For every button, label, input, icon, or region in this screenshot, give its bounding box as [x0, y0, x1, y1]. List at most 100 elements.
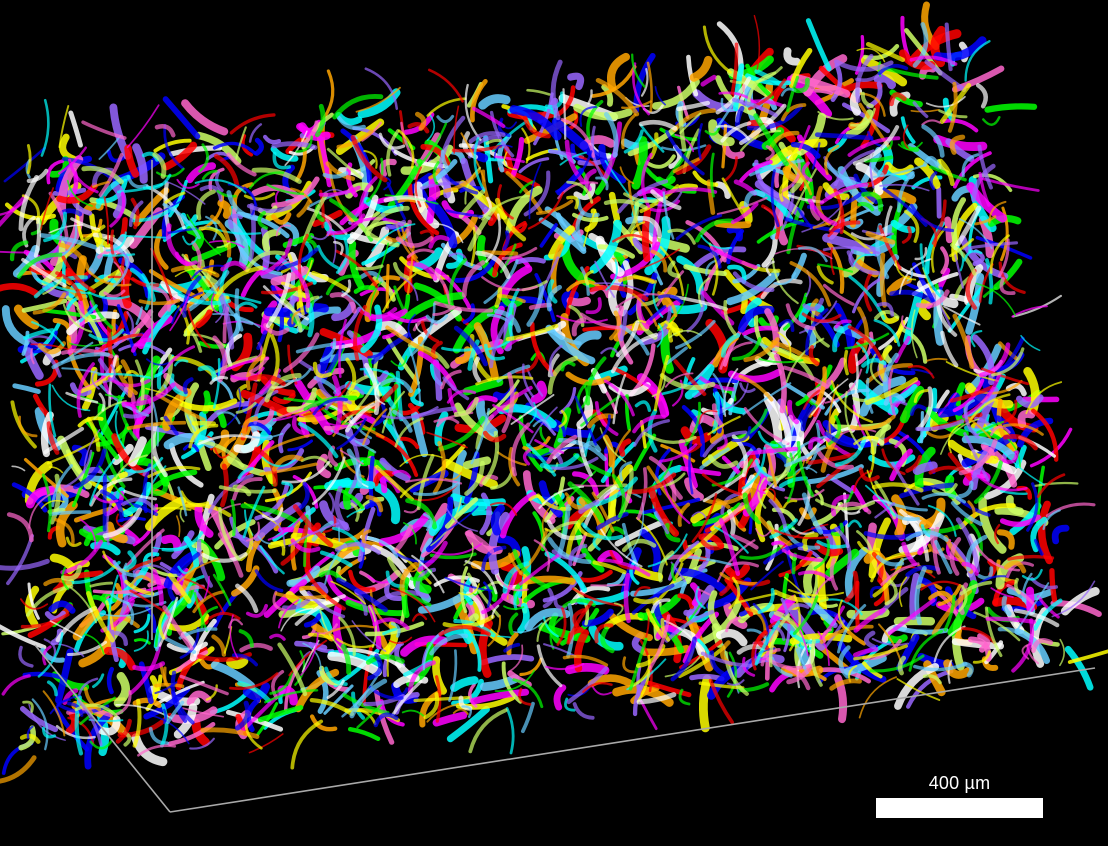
vessel-segment	[808, 436, 824, 450]
vessel-segment	[982, 116, 1001, 126]
vessel-segment	[673, 359, 707, 397]
vessel-segment	[296, 199, 312, 218]
vessel-segment	[270, 146, 299, 162]
vessel-segment	[81, 165, 124, 185]
vessel-segment	[405, 498, 438, 530]
vessel-segment	[970, 450, 989, 491]
vessel-segment	[977, 633, 991, 653]
vessel-segment	[115, 689, 132, 716]
vessel-segment	[703, 488, 753, 505]
vessel-segment	[645, 608, 666, 639]
vessel-segment	[243, 192, 276, 201]
vessel-segment	[612, 373, 627, 425]
vessel-segment	[1067, 649, 1108, 664]
vessel-segment	[175, 646, 208, 691]
vessel-segment	[433, 222, 464, 244]
vessel-segment	[415, 122, 448, 171]
vessel-segment	[817, 263, 854, 273]
vessel-segment	[298, 359, 315, 371]
vessel-segment	[984, 606, 1003, 658]
vessel-layer-front	[0, 14, 1096, 784]
vessel-segment	[615, 320, 640, 358]
vessel-segment	[964, 40, 991, 82]
vessel-segment	[974, 215, 997, 226]
vessel-segment	[942, 97, 956, 122]
vessel-segment	[731, 426, 752, 443]
vessel-segment	[138, 298, 181, 306]
vessel-segment	[473, 137, 486, 192]
vessel-segment	[429, 633, 469, 656]
vessel-segment	[664, 651, 704, 678]
vessel-segment	[584, 270, 594, 286]
vessel-segment	[720, 97, 735, 112]
vessel-segment	[163, 123, 185, 170]
vessel-segment	[421, 518, 458, 558]
vessel-segment	[765, 145, 775, 161]
vessel-segment	[521, 701, 535, 734]
vessel-segment	[59, 208, 83, 217]
vessel-segment	[1020, 334, 1041, 352]
vessel-segment	[583, 168, 597, 192]
vessel-segment	[547, 353, 560, 378]
vessel-segment	[722, 383, 749, 411]
vessel-segment	[689, 55, 713, 82]
vessel-segment	[491, 604, 500, 619]
vessel-segment	[594, 260, 616, 298]
vessel-segment	[96, 228, 103, 248]
vessel-segment	[0, 194, 28, 228]
vessel-segment	[349, 678, 388, 719]
vessel-segment	[160, 703, 169, 748]
vessel-segment	[949, 537, 962, 576]
vessel-segment	[924, 59, 967, 92]
vessel-segment	[855, 162, 884, 196]
vessel-segment	[755, 527, 772, 537]
vessel-segment	[213, 265, 264, 301]
vessel-segment	[503, 151, 518, 171]
vessel-segment	[665, 346, 688, 365]
vessel-segment	[854, 353, 859, 395]
vessel-segment	[853, 644, 908, 661]
vessel-segment	[325, 161, 356, 181]
vessel-segment	[197, 365, 217, 382]
vessel-segment	[524, 392, 557, 436]
vessel-segment	[229, 614, 239, 659]
vessel-segment	[631, 583, 675, 615]
vessel-segment	[524, 575, 576, 585]
vessel-segment	[910, 109, 940, 113]
vessel-segment	[353, 285, 376, 294]
vessel-segment	[683, 264, 727, 277]
vessel-segment	[608, 191, 621, 222]
vessel-segment	[200, 605, 219, 629]
vessel-segment	[55, 648, 74, 704]
vessel-segment	[103, 196, 110, 245]
vessel-segment	[481, 568, 518, 615]
vessel-segment	[677, 645, 726, 679]
vessel-segment	[522, 115, 551, 139]
vessel-segment	[216, 189, 237, 198]
vessel-segment	[463, 451, 480, 504]
vessel-segment	[719, 341, 753, 370]
vessel-segment	[521, 363, 535, 398]
vessel-segment	[61, 255, 96, 294]
vessel-segment	[288, 639, 328, 677]
vessel-segment	[446, 389, 477, 404]
vessel-segment	[756, 481, 766, 495]
vessel-segment	[789, 261, 832, 307]
vessel-segment	[998, 261, 1026, 294]
vessel-segment	[896, 678, 941, 701]
vessel-segment	[413, 481, 460, 497]
vessel-segment	[257, 210, 269, 230]
vessel-segment	[698, 533, 725, 549]
vessel-segment	[218, 485, 277, 494]
vessel-segment	[851, 253, 876, 268]
vessel-segment	[667, 327, 684, 343]
vessel-segment	[801, 312, 842, 323]
vessel-segment	[985, 258, 994, 305]
vessel-segment	[797, 570, 832, 582]
vessel-segment	[325, 274, 362, 296]
vessel-segment	[450, 676, 479, 692]
vessel-segment	[85, 268, 132, 287]
vessel-segment	[863, 155, 894, 163]
vessel-segment	[453, 325, 488, 367]
